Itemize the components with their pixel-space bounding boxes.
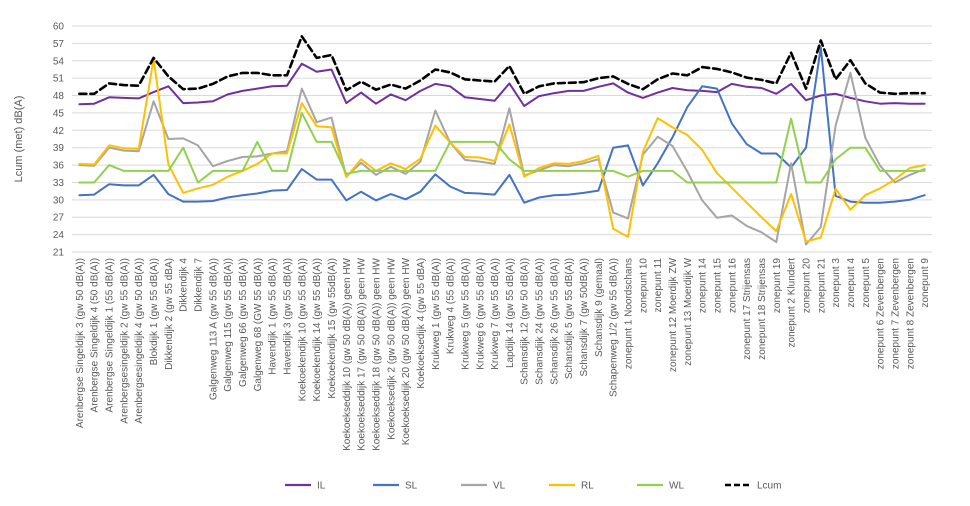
x-tick-label: Schansdijk 26 (gw 55 dB(A)) bbox=[549, 258, 560, 385]
y-tick-label: 33 bbox=[53, 178, 65, 189]
legend-label-vl: VL bbox=[493, 481, 506, 492]
x-tick-label: Arenbergse Singeldijk 3 (gw 50 dB(A)) bbox=[75, 258, 86, 428]
x-tick-label: Koekoeksedijk 2 (gw 50 dB(A)) geen HW bbox=[386, 257, 397, 439]
y-tick-label: 27 bbox=[53, 213, 65, 224]
x-tick-label: Krukweg 1 (gw 55 dB(A)) bbox=[431, 258, 442, 370]
x-tick-label: zonepunt 1 Noordschans bbox=[624, 258, 635, 369]
x-tick-label: Arenbergsesingeldijk 4 (gw 50 dB(A)) bbox=[134, 258, 145, 424]
x-tick-label: zonepunt 2 Klundert bbox=[787, 258, 798, 348]
x-tick-label: zonepunt 18 Strijensas bbox=[757, 258, 768, 360]
y-tick-label: 48 bbox=[53, 91, 65, 102]
x-tick-label: Galgenweg 68 (GW 55 dB(A)) bbox=[253, 258, 264, 391]
x-tick-label: Galgenweg 115 (gw 55 dB(A)) bbox=[223, 258, 234, 392]
x-tick-label: Koekoeksedijk 20 (gw 50 dB(A)) geen HW bbox=[401, 257, 412, 445]
x-tick-label: zonepunt 7 Zevenbergen bbox=[890, 258, 901, 369]
x-tick-label: Krukweg 6 (gw 55 dB(A)) bbox=[475, 258, 486, 370]
y-tick-label: 21 bbox=[53, 248, 65, 259]
x-tick-label: zonepunt 17 Strijensas bbox=[742, 258, 753, 360]
y-tick-label: 36 bbox=[53, 161, 65, 172]
x-tick-label: zonepunt 4 bbox=[846, 258, 857, 308]
x-tick-label: Havendijk 3 (gw 55 dB(A)) bbox=[283, 258, 294, 375]
x-tick-label: zonepunt 14 bbox=[698, 258, 709, 313]
x-tick-label: zonepunt 21 bbox=[816, 258, 827, 313]
x-tick-label: zonepunt 11 bbox=[653, 258, 664, 313]
x-tick-label: Koekoekseddijk 17 (gw 50 dB(A)) geen HW bbox=[357, 257, 368, 450]
x-tick-label: zonepunt 8 Zevenbergen bbox=[905, 258, 916, 369]
x-tick-label: zonepunt 15 bbox=[713, 258, 724, 313]
x-tick-label: Koekoekseddijk 10 (gw 50 dB(A)) geen HW bbox=[342, 257, 353, 450]
y-tick-label: 51 bbox=[53, 74, 65, 85]
x-tick-label: Krukweg 7 (gw 55 dB(A)) bbox=[490, 258, 501, 370]
x-tick-label: Schansdijk 24 (gw 55 dB(A)) bbox=[535, 258, 546, 385]
x-tick-label: Schansdijk 7 (gw 50dB(A)) bbox=[579, 258, 590, 376]
series-line-lcum bbox=[78, 35, 926, 96]
series-line-il bbox=[78, 62, 926, 107]
x-tick-label: Arenbergse Singeldijk 4 (50 dB(A)) bbox=[90, 258, 101, 413]
x-tick-label: zonepunt 12 Moerdijk ZW bbox=[668, 257, 679, 372]
x-tick-label: zonepunt 5 bbox=[861, 258, 872, 308]
legend-label-rl: RL bbox=[581, 481, 594, 492]
legend-label-wl: WL bbox=[669, 481, 684, 492]
x-tick-label: Blokdijk 1 (gw 55 dB(A)) bbox=[149, 258, 160, 365]
x-tick-label: zonepunt 3 bbox=[831, 258, 842, 308]
x-tick-label: Dikkendijk 4 bbox=[179, 258, 190, 312]
series-line-rl bbox=[78, 58, 926, 243]
y-axis-label: Lcum (met) dB(A) bbox=[13, 96, 25, 183]
x-tick-label: Arenbergse Singeldijk 1 (55 dB(A)) bbox=[105, 258, 116, 413]
x-tick-label: zonepunt 13 Moerdijk W bbox=[683, 257, 694, 365]
series-line-vl bbox=[78, 71, 926, 246]
x-tick-label: Havendijk 1 (gw 55 dB(A)) bbox=[268, 258, 279, 375]
x-tick-label: zonepunt 20 bbox=[802, 258, 813, 313]
legend-label-il: IL bbox=[317, 481, 326, 492]
legend-label-sl: SL bbox=[405, 481, 418, 492]
legend: IL SL VL RL WL Lcum bbox=[285, 481, 781, 492]
x-tick-label: Schansdijk 9 (gemaal) bbox=[594, 258, 605, 357]
series-line-sl bbox=[78, 46, 926, 204]
x-tick-label: Schansdijk 5 (gw 55 dB(A)) bbox=[564, 258, 575, 379]
x-tick-label: Dikkendijk 7 bbox=[194, 258, 205, 312]
y-axis-tick-labels: 21 24 27 30 33 36 39 42 45 48 51 54 57 60 bbox=[53, 22, 65, 259]
y-tick-label: 54 bbox=[53, 56, 65, 67]
series-line-wl bbox=[78, 111, 926, 184]
y-tick-label: 24 bbox=[53, 230, 65, 241]
x-tick-label: Lapdijk 14 (gw 55 dB(A)) bbox=[505, 258, 516, 368]
x-tick-label: zonepunt 19 bbox=[772, 258, 783, 313]
x-tick-label: zonepunt 10 bbox=[638, 258, 649, 313]
y-tick-label: 30 bbox=[53, 195, 65, 206]
x-tick-label: zonepunt 6 Zevenbergen bbox=[876, 258, 887, 369]
x-axis-tick-labels: Arenbergse Singeldijk 3 (gw 50 dB(A)) Are… bbox=[75, 257, 931, 451]
x-tick-label: Koekoekendijk 14 (gw 55 dB(A)) bbox=[312, 258, 323, 401]
y-tick-label: 60 bbox=[53, 22, 65, 33]
x-tick-label: Koekoekseddijk 18 (gw 50 dB(A)) geen HW bbox=[372, 257, 383, 450]
x-tick-label: zonepunt 9 bbox=[920, 258, 931, 308]
x-tick-label: Galgenweg 66 (gw 55 dB(A)) bbox=[238, 258, 249, 387]
x-tick-label: Koekoekendijk 10 (gw 55 dB(A)) bbox=[297, 258, 308, 401]
legend-label-lcum: Lcum bbox=[757, 481, 781, 492]
y-tick-label: 39 bbox=[53, 143, 65, 154]
x-tick-label: Dikkendijk 2 (gw 55 dBA) bbox=[164, 258, 175, 370]
x-tick-label: Schapenweg 1/2 (gw 55 dB(A)) bbox=[609, 258, 620, 397]
y-tick-label: 42 bbox=[53, 126, 65, 137]
x-tick-label: Koekoeksedijk 4 (gw 55 dBA) bbox=[416, 258, 427, 389]
x-tick-label: Krukweg 4 (55 dB(A)) bbox=[446, 258, 457, 354]
x-tick-label: Schansdijk 12 (gw 50 dB(A)) bbox=[520, 258, 531, 385]
x-tick-label: Krukweg 5 (gw 55 dB(A)) bbox=[460, 258, 471, 370]
x-tick-label: Koekoekendijk 15 (gw 55dB(A)) bbox=[327, 258, 338, 399]
y-tick-label: 57 bbox=[53, 39, 65, 50]
x-tick-label: zonepunt 16 bbox=[727, 258, 738, 313]
x-tick-label: Arenbergsesingeldijk 2 (gw 55 dB(A)) bbox=[119, 258, 130, 424]
series-lines bbox=[78, 35, 926, 246]
x-tick-label: Galgenweg 113 A (gw 55 dB(A)) bbox=[208, 258, 219, 400]
y-tick-label: 45 bbox=[53, 108, 65, 119]
